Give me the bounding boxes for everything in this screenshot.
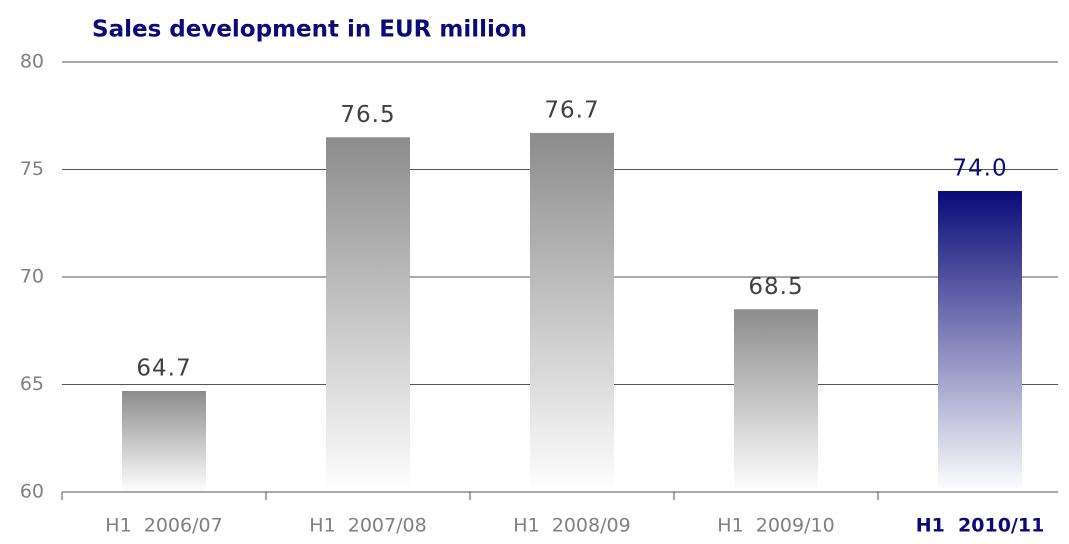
x-tick-label: H1 2007/08 bbox=[309, 515, 426, 537]
data-label: 76.5 bbox=[340, 102, 395, 128]
y-tick-label: 70 bbox=[20, 266, 44, 288]
y-tick-label: 75 bbox=[20, 158, 44, 180]
bar bbox=[530, 132, 614, 492]
bar bbox=[938, 191, 1022, 492]
x-tick-label: H1 2009/10 bbox=[717, 515, 834, 537]
bar bbox=[122, 390, 206, 492]
data-label: 76.7 bbox=[544, 97, 599, 123]
data-label: 68.5 bbox=[748, 274, 803, 300]
y-tick-label: 65 bbox=[20, 373, 44, 395]
y-tick-label: 80 bbox=[20, 51, 44, 73]
bar bbox=[326, 137, 410, 492]
data-label: 64.7 bbox=[136, 355, 191, 381]
x-tick-label: H1 2010/11 bbox=[916, 515, 1045, 537]
x-tick-label: H1 2008/09 bbox=[513, 515, 630, 537]
y-tick-label: 60 bbox=[20, 481, 44, 503]
bar bbox=[734, 309, 818, 492]
x-tick-label: H1 2006/07 bbox=[105, 515, 222, 537]
data-label: 74.0 bbox=[952, 156, 1007, 182]
chart-title: Sales development in EUR million bbox=[92, 17, 527, 43]
